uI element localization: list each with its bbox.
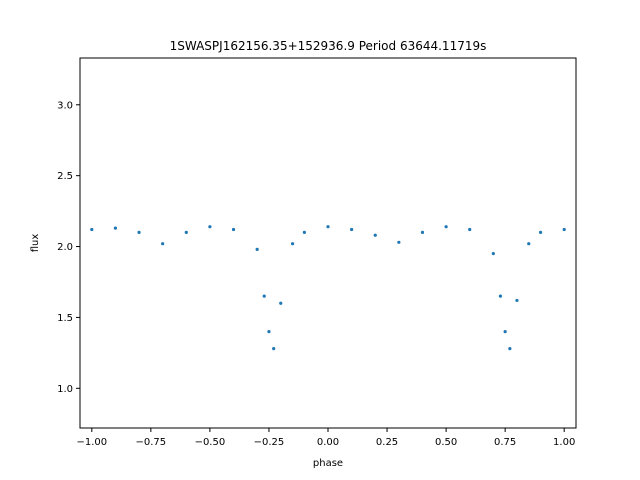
x-axis-ticks: −1.00 −0.75 −0.50 −0.25 0.00 0.25 0.50 0.75 1.00: [76, 428, 575, 448]
y-axis-ticks: 1.0 1.5 2.0 2.5 3.0: [57, 100, 80, 395]
y-tick-label: 3.0: [57, 100, 73, 111]
y-tick-label: 1.5: [57, 313, 73, 324]
y-tick-label: 1.0: [57, 384, 73, 395]
data-point: [562, 227, 566, 232]
data-point: [279, 301, 283, 305]
data-point: [508, 347, 512, 351]
plot-frame: [79, 57, 577, 429]
data-point: [255, 247, 259, 251]
data-point: [262, 294, 266, 298]
data-point: [373, 233, 377, 237]
data-point: [468, 227, 472, 232]
data-point: [350, 227, 354, 232]
data-point: [184, 230, 188, 234]
x-tick-label: 1.00: [553, 437, 575, 448]
x-tick-label: −0.25: [254, 437, 285, 448]
y-tick-label: 2.5: [57, 171, 73, 182]
data-point: [113, 226, 118, 230]
data-point: [208, 225, 212, 229]
x-tick-label: 0.00: [317, 437, 339, 448]
x-tick-label: 0.25: [376, 437, 398, 448]
scatter-points: [90, 225, 566, 351]
data-point: [302, 230, 306, 234]
data-point: [527, 242, 531, 246]
chart-title: 1SWASPJ162156.35+152936.9 Period 63644.1…: [170, 39, 487, 53]
data-point: [272, 347, 276, 351]
data-point: [444, 225, 448, 229]
data-point: [420, 230, 425, 234]
data-point: [90, 227, 94, 232]
data-point: [538, 230, 543, 234]
data-point: [137, 230, 141, 234]
x-tick-label: −1.00: [76, 437, 107, 448]
data-point: [161, 242, 165, 246]
x-tick-label: 0.50: [435, 437, 457, 448]
y-axis-label: flux: [30, 234, 41, 253]
x-tick-label: 0.75: [494, 437, 516, 448]
data-point: [290, 242, 295, 246]
data-point: [397, 240, 401, 244]
x-tick-label: −0.75: [136, 437, 167, 448]
y-tick-label: 2.0: [57, 242, 73, 253]
data-point: [326, 225, 330, 229]
data-point: [503, 330, 507, 334]
x-axis-label: phase: [313, 458, 343, 469]
data-point: [491, 252, 495, 256]
data-point: [267, 330, 271, 334]
data-point: [515, 298, 519, 303]
x-tick-label: −0.50: [195, 437, 226, 448]
data-point: [231, 227, 236, 232]
data-point: [498, 294, 503, 298]
